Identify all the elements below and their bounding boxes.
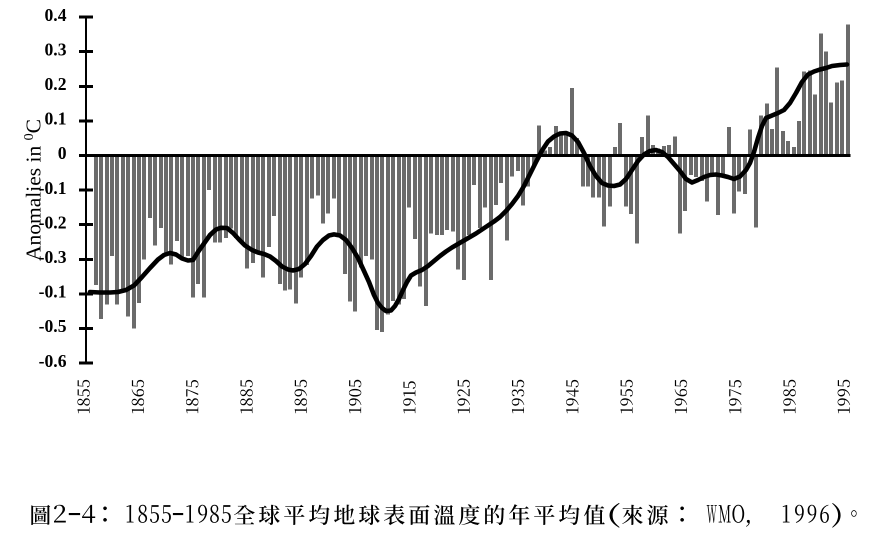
- svg-text:0: 0: [58, 143, 67, 163]
- svg-text:-0.5: -0.5: [39, 316, 67, 336]
- svg-text:Anomalies in 0C: Anomalies in 0C: [22, 119, 46, 261]
- svg-text:-0.2: -0.2: [39, 212, 67, 232]
- svg-text:-0.1: -0.1: [39, 178, 67, 198]
- svg-text:-0.1: -0.1: [39, 282, 67, 302]
- svg-text:0.2: 0.2: [45, 74, 67, 94]
- svg-text:0.1: 0.1: [45, 109, 67, 129]
- svg-text:-0.6: -0.6: [39, 351, 67, 371]
- svg-text:0.4: 0.4: [45, 5, 67, 25]
- svg-text:-0.3: -0.3: [39, 247, 67, 267]
- svg-text:0.3: 0.3: [45, 39, 67, 59]
